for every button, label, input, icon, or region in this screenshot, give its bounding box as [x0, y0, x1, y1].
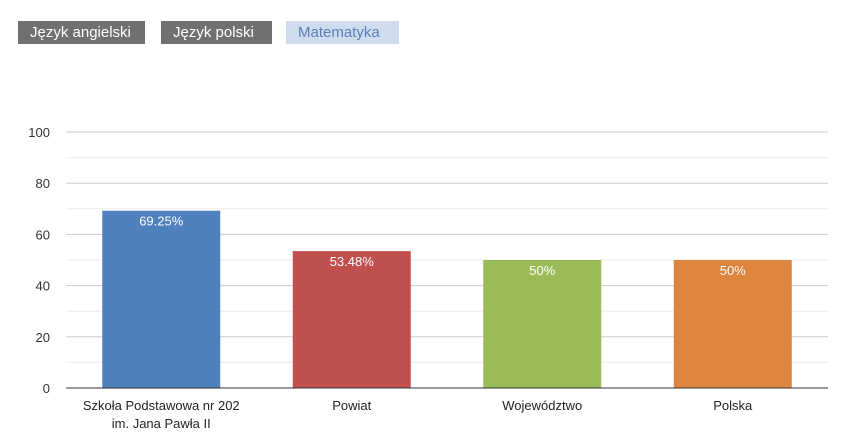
tab-jezyk-polski[interactable]: Język polski	[161, 21, 272, 44]
y-tick-label: 100	[28, 125, 50, 140]
y-tick-label: 60	[36, 227, 50, 242]
tab-jezyk-angielski[interactable]: Język angielski	[18, 21, 145, 44]
y-tick-label: 0	[43, 381, 50, 396]
bar	[673, 260, 792, 388]
data-label: 53.48%	[330, 254, 375, 269]
bar	[102, 210, 221, 388]
tab-matematyka[interactable]: Matematyka	[286, 21, 399, 44]
x-category-label: Województwo	[502, 398, 582, 413]
data-label: 50%	[529, 263, 555, 278]
bar	[292, 251, 411, 388]
y-tick-label: 40	[36, 279, 50, 294]
y-tick-label: 20	[36, 330, 50, 345]
y-tick-label: 80	[36, 176, 50, 191]
x-category-label: Powiat	[332, 398, 371, 413]
x-category-label: im. Jana Pawła II	[112, 416, 211, 431]
bar	[483, 260, 602, 388]
data-label: 50%	[720, 263, 746, 278]
x-category-label: Polska	[713, 398, 753, 413]
data-label: 69.25%	[139, 214, 184, 229]
x-category-label: Szkoła Podstawowa nr 202	[83, 398, 240, 413]
